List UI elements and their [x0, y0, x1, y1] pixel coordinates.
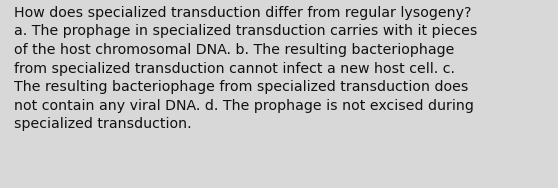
Text: How does specialized transduction differ from regular lysogeny?
a. The prophage : How does specialized transduction differ… — [14, 6, 477, 131]
